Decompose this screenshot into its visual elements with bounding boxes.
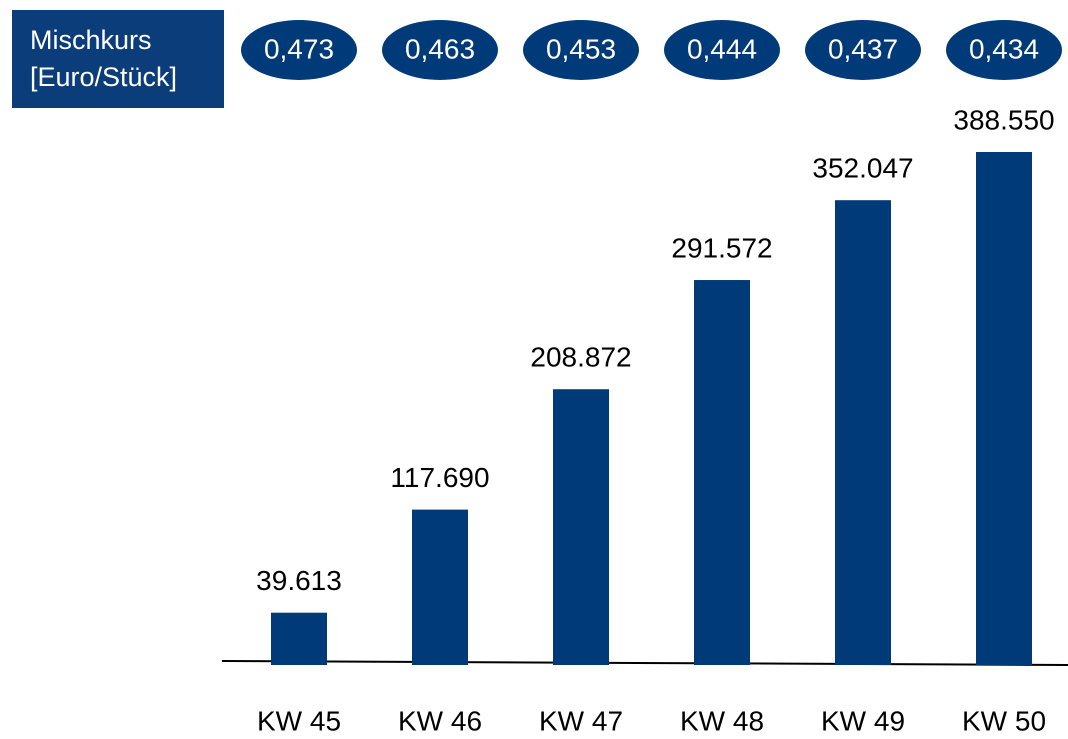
rate-oval: [946, 20, 1062, 80]
rate-oval: [241, 20, 357, 80]
value-label: 388.550: [953, 104, 1054, 135]
legend-box: [12, 10, 224, 108]
rate-label: 0,434: [969, 33, 1039, 64]
rate-label: 0,453: [546, 33, 616, 64]
bar: [412, 509, 468, 665]
value-label: 291.572: [671, 232, 772, 263]
value-label: 117.690: [390, 462, 489, 493]
value-label: 208.872: [530, 342, 631, 373]
x-tick-label: KW 48: [680, 705, 764, 736]
x-tick-label: KW 50: [962, 705, 1046, 736]
bar: [694, 280, 750, 665]
rate-oval: [382, 20, 498, 80]
x-tick-label: KW 49: [821, 705, 905, 736]
rate-label: 0,437: [828, 33, 898, 64]
rate-oval: [805, 20, 921, 80]
rate-oval: [664, 20, 780, 80]
value-label: 39.613: [256, 565, 342, 596]
value-label: 352.047: [812, 153, 913, 184]
bar: [835, 200, 891, 665]
bar: [553, 389, 609, 665]
rate-label: 0,463: [405, 33, 475, 64]
x-tick-label: KW 46: [398, 705, 482, 736]
x-tick-label: KW 47: [539, 705, 623, 736]
rate-title: Mischkurs: [30, 25, 152, 55]
rate-oval: [523, 20, 639, 80]
rate-title: [Euro/Stück]: [30, 62, 177, 92]
baseline: [221, 660, 1068, 666]
bar: [271, 612, 327, 665]
x-tick-label: KW 45: [257, 705, 341, 736]
bar: [976, 152, 1032, 665]
rate-label: 0,473: [264, 33, 334, 64]
rate-label: 0,444: [687, 33, 757, 64]
